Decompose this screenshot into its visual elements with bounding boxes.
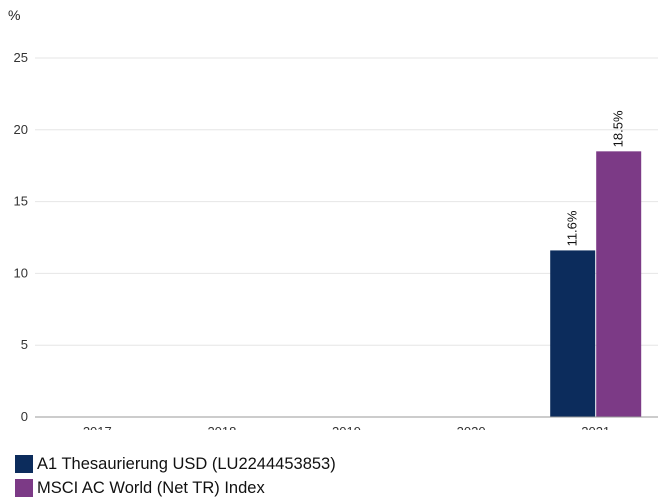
legend-swatch-index (15, 479, 33, 497)
legend-swatch-fund (15, 455, 33, 473)
legend-item-fund: A1 Thesaurierung USD (LU2244453853) (15, 452, 336, 476)
data-label: 18.5% (611, 110, 626, 147)
y-tick-label: 5 (21, 337, 28, 352)
x-tick-label: 2019 (332, 424, 361, 430)
legend: A1 Thesaurierung USD (LU2244453853) MSCI… (15, 452, 336, 500)
y-tick-label: 25 (14, 50, 28, 65)
x-axis-ticks: 2017 2018 2019 2020 2021 (83, 424, 610, 430)
data-label: 11.6% (565, 210, 580, 246)
bar (550, 250, 596, 417)
legend-label-fund: A1 Thesaurierung USD (LU2244453853) (37, 454, 336, 473)
x-tick-label: 2018 (207, 424, 236, 430)
y-axis-unit-label: % (8, 7, 20, 23)
legend-item-index: MSCI AC World (Net TR) Index (15, 476, 336, 500)
bars (550, 151, 642, 417)
y-tick-label: 0 (21, 409, 28, 424)
y-axis-ticks: 0 5 10 15 20 25 (14, 50, 28, 424)
bar (596, 151, 642, 417)
x-tick-label: 2017 (83, 424, 112, 430)
data-labels: 11.6% 18.5% (565, 110, 626, 246)
y-tick-label: 20 (14, 122, 28, 137)
y-tick-label: 15 (14, 194, 28, 209)
y-tick-label: 10 (14, 265, 28, 280)
legend-label-index: MSCI AC World (Net TR) Index (37, 478, 265, 497)
x-tick-label: 2020 (457, 424, 486, 430)
x-tick-label: 2021 (581, 424, 610, 430)
